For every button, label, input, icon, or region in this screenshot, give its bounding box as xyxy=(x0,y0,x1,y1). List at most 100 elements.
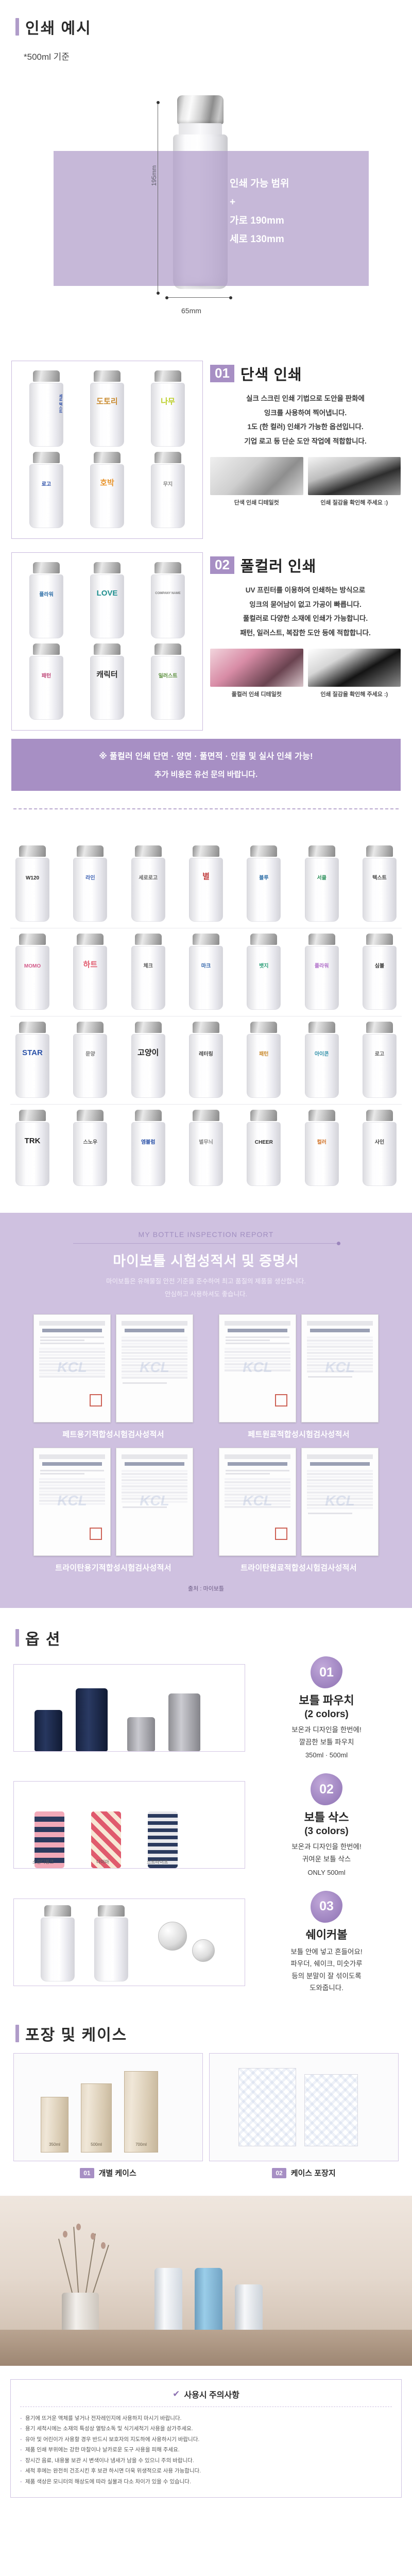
gallery-bottle: 레터링 xyxy=(186,1022,226,1099)
certificate-document: KCL xyxy=(301,1448,379,1556)
width-dimension-label: 65mm xyxy=(181,307,201,315)
options-title: 옵 션 xyxy=(0,1626,412,1649)
detail-cut: 인쇄 질감을 확인해 주세요 :) xyxy=(307,648,401,698)
option-capacity: 350ml · 500ml xyxy=(305,1751,348,1759)
method-name: 단색 인쇄 xyxy=(240,367,302,383)
detail-cut: 인쇄 질감을 확인해 주세요 :) xyxy=(307,456,401,506)
bottle-neck xyxy=(179,123,222,137)
method-01-description: 실크 스크린 인쇄 기법으로 도안을 판화에 잉크를 사용하여 찍어냅니다. 1… xyxy=(210,392,401,449)
option-number-badge: 02 xyxy=(311,1773,342,1806)
option-number-badge: 03 xyxy=(311,1890,342,1923)
gallery-bottle: 라인 xyxy=(70,845,110,923)
shakerball-bottle xyxy=(91,1905,131,1982)
gallery-bottle: 텍스트 xyxy=(359,845,400,923)
desc-line: 잉크의 묻어남이 없고 가공이 빠릅니다. xyxy=(249,600,362,608)
list-item: 용기에 뜨거운 액체를 넣거나 전자레인지에 사용하지 마시기 바랍니다. xyxy=(20,2413,392,2424)
report-caption: 페트용기적합성시험검사성적서 xyxy=(62,1430,164,1439)
print-method-01: 세로 텍스트 도토리 나무 로고 호박 무지 01 단색 인쇄 실크 스크린 인… xyxy=(0,361,412,539)
bottle-sample: 로고 xyxy=(26,452,66,529)
list-item: 제품 인쇄 부위에는 강한 마찰이나 날카로운 도구 사용을 피해 주세요. xyxy=(20,2445,392,2455)
bottle-sample: LOVE xyxy=(87,562,127,639)
desc-line: 기업 로고 등 단순 도안 작업에 적합합니다. xyxy=(244,437,367,446)
print-method-02: 플라워 LOVE COMPANY NAME 패턴 캐릭터 일러스트 02 풀컬러… xyxy=(0,552,412,731)
packaging-photos: 350ml 500ml 700ml xyxy=(0,2045,412,2163)
method-02-gallery: 플라워 LOVE COMPANY NAME 패턴 캐릭터 일러스트 xyxy=(11,552,203,731)
report-title: 마이보틀 시험성적서 및 증명서 xyxy=(113,1253,299,1269)
detail-cut-image xyxy=(210,456,303,495)
table-row: STAR 문양 고양이 레터링 패턴 아이콘 로고 xyxy=(10,1016,402,1105)
bottle-sample: 패턴 xyxy=(26,643,66,721)
report-footer: 출처 : 마이보틀 xyxy=(188,1586,224,1592)
option-capacity: ONLY 500ml xyxy=(307,1868,346,1876)
doc-watermark: KCL xyxy=(57,1359,87,1375)
sock-label-1: 스칸디핑크 xyxy=(32,1859,54,1865)
check-icon: ✔ xyxy=(173,2389,180,2399)
option-desc-line: 도와줍니다. xyxy=(310,1984,344,1992)
report-grid: KCL KCL 페트용기적합성시험검사성적서 xyxy=(0,1314,412,1573)
report-doc-pair: KCL KCL xyxy=(214,1448,384,1556)
report-cell: KCL KCL 페트원료적합성시험검사성적서 xyxy=(214,1314,384,1439)
table-row: MOMO 하트 체크 마크 뱃지 플라워 심볼 xyxy=(10,928,402,1016)
packaging-title-label: 포장 및 케이스 xyxy=(25,2027,128,2044)
print-example-title: 인쇄 예시 xyxy=(25,20,92,37)
table-row: W120 라인 세로로고 별 블루 서클 텍스트 xyxy=(10,840,402,928)
detail-cut-image xyxy=(210,648,303,687)
report-caption: 트라이탄용기적합성시험검사성적서 xyxy=(55,1564,171,1572)
gallery-bottle: MOMO xyxy=(12,934,53,1011)
doc-stamp-icon xyxy=(275,1394,287,1406)
gallery-bottle: 별무늬 xyxy=(186,1110,226,1187)
option-number-badge: 01 xyxy=(311,1656,342,1688)
inspection-report-section: MY BOTTLE INSPECTION REPORT 마이보틀 시험성적서 및… xyxy=(0,1213,412,1608)
detail-cut-image xyxy=(307,456,401,495)
bottle-sample: COMPANY NAME xyxy=(148,562,188,639)
bottle-sample: 무지 xyxy=(148,452,188,529)
option-desc-line: 보틀 안에 넣고 흔들어요! xyxy=(290,1947,363,1956)
gallery-row: 패턴 캐릭터 일러스트 xyxy=(16,643,198,721)
option-desc-line: 파우더, 쉐이크, 미숫가루 xyxy=(290,1960,363,1968)
printable-area-width: 가로 190mm xyxy=(230,215,284,227)
product-detail-page: 인쇄 예시 *500ml 기준 인쇄 가능 범위 + 가로 190mm 세로 1… xyxy=(0,0,412,2513)
gallery-bottle: 컬러 xyxy=(302,1110,342,1187)
method-number-badge: 02 xyxy=(210,556,234,574)
option-01-photo xyxy=(13,1664,245,1752)
carton-size-label: 700ml xyxy=(135,2142,147,2147)
fullcolor-notice-banner: ※ 풀컬러 인쇄 단면 · 양면 · 풀면적 · 인물 및 실사 인쇄 가능! … xyxy=(11,739,401,791)
packaging-section: 포장 및 케이스 350ml 500ml 700ml 01 개별 케이스 02 … xyxy=(0,2007,412,2183)
bottle-sample: 플라워 xyxy=(26,562,66,639)
carton-size-label: 500ml xyxy=(91,2142,102,2147)
desc-line: UV 프린터를 이용하여 인쇄하는 방식으로 xyxy=(245,586,366,594)
desc-line: 실크 스크린 인쇄 기법으로 도안을 판화에 xyxy=(246,395,365,402)
method-01-info: 01 단색 인쇄 실크 스크린 인쇄 기법으로 도안을 판화에 잉크를 사용하여… xyxy=(210,361,401,539)
gallery-bottle: 로고 xyxy=(359,1022,400,1099)
doc-watermark: KCL xyxy=(243,1493,272,1509)
carton-350: 350ml xyxy=(41,2097,68,2153)
height-dimension-label: 195mm xyxy=(150,165,158,186)
width-dimension-line xyxy=(165,296,232,299)
bottle-sample: 세로 텍스트 xyxy=(26,370,66,448)
printable-area-overlay: 인쇄 가능 범위 + 가로 190mm 세로 130mm xyxy=(54,151,369,286)
caution-title: 사용시 주의사항 xyxy=(184,2391,239,2400)
gallery-row: 세로 텍스트 도토리 나무 xyxy=(16,370,198,448)
bottle-sample: 호박 xyxy=(87,452,127,529)
report-doc-pair: KCL KCL xyxy=(28,1448,198,1556)
list-item: 용기 세척시에는 소재의 특성상 열탕소독 및 식기세척기 사용을 삼가주세요. xyxy=(20,2424,392,2434)
doc-stamp-icon xyxy=(90,1528,102,1540)
detail-cut-caption: 인쇄 질감을 확인해 주세요 :) xyxy=(320,691,388,698)
report-rule xyxy=(73,1242,340,1245)
caution-section: ✔ 사용시 주의사항 용기에 뜨거운 액체를 넣거나 전자레인지에 사용하지 마… xyxy=(10,2379,402,2498)
bottle-sample: 일러스트 xyxy=(148,643,188,721)
title-bar-icon xyxy=(15,1629,19,1647)
options-title-label: 옵 션 xyxy=(25,1631,61,1648)
packaging-wrap-photo xyxy=(209,2053,399,2161)
shaker-ball-icon xyxy=(192,1939,215,1962)
gallery-bottle: W120 xyxy=(12,845,53,923)
shakerball-bottle xyxy=(38,1905,78,1982)
report-doc-pair: KCL KCL xyxy=(214,1314,384,1422)
option-row-01: 01 보틀 파우치 (2 colors) 보온과 디자인을 한번에! 깔끔한 보… xyxy=(0,1649,412,1766)
pouch-navy-large xyxy=(76,1688,108,1751)
option-desc-line: 귀여운 보틀 삭스 xyxy=(302,1855,351,1863)
caution-header: ✔ 사용시 주의사항 xyxy=(20,2388,392,2407)
carton-700: 700ml xyxy=(124,2071,158,2153)
gallery-bottle: 뱃지 xyxy=(244,934,284,1011)
doc-stamp-icon xyxy=(90,1394,102,1406)
